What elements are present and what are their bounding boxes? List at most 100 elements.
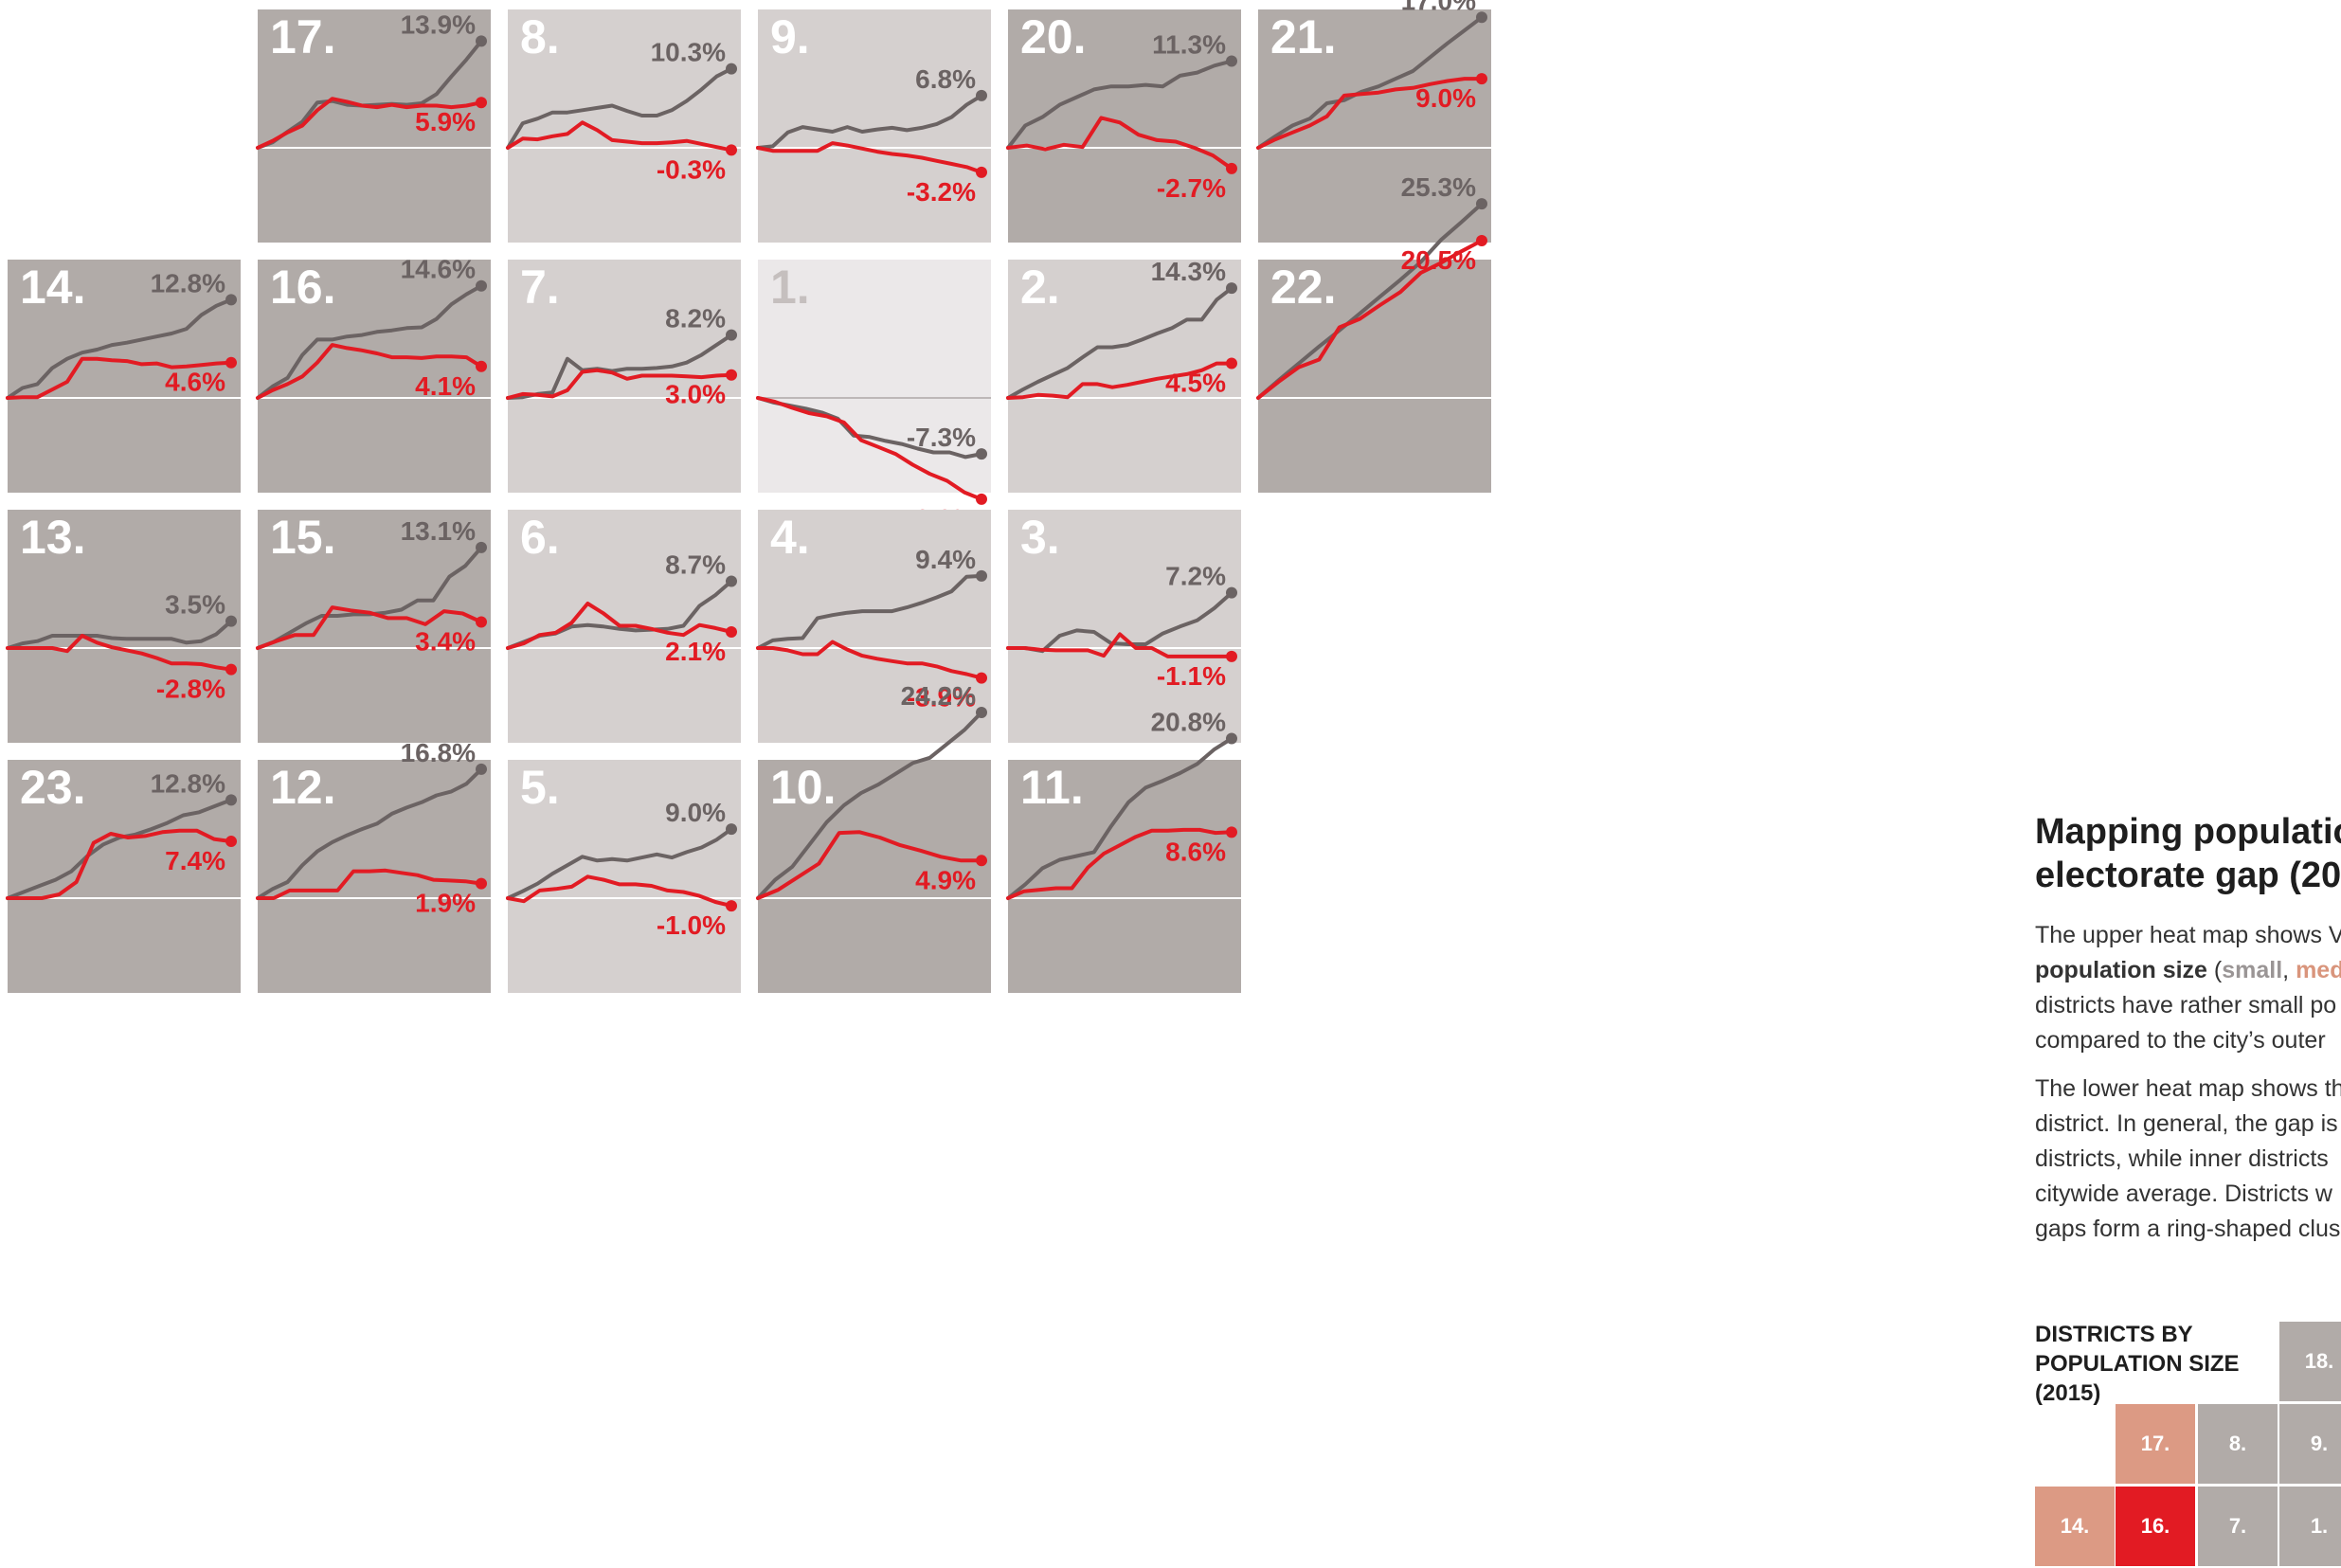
minimap-cell-label: 16. [2140, 1514, 2170, 1538]
total-population-end-label: 13.9% [401, 9, 476, 39]
electorate-line [506, 368, 733, 400]
legend-word-medium: med [2296, 957, 2341, 983]
total-population-end-label: 14.3% [1151, 257, 1226, 286]
district-tile-7: 7. 8.2% 3.0% [506, 260, 741, 493]
total-population-end-label: 10.3% [651, 38, 726, 67]
minimap-cell-label: 18. [2304, 1349, 2334, 1373]
total-population-end-label: 13.1% [401, 516, 476, 546]
electorate-line [256, 97, 483, 150]
electorate-end-dot [726, 900, 737, 912]
district-tile-12: 12. 16.8% 1.9% [256, 738, 491, 993]
electorate-line [756, 640, 983, 680]
total-population-line [756, 573, 983, 650]
electorate-line [6, 828, 233, 900]
total-population-end-label: 25.3% [1401, 172, 1476, 202]
electorate-line [6, 356, 233, 400]
total-population-end-dot [726, 329, 737, 341]
minimap-cell: 18. [2279, 1322, 2341, 1401]
legend-p2-line2: district. In general, the gap is [2035, 1110, 2338, 1137]
electorate-end-dot [976, 672, 987, 684]
total-population-end-label: 8.7% [665, 550, 726, 580]
district-number: 17. [270, 10, 336, 63]
tile-background [508, 9, 741, 243]
district-tile-22: 22. 25.3% 20.5% [1256, 172, 1491, 493]
electorate-end-dot [476, 877, 487, 890]
tile-background [8, 510, 241, 743]
total-population-end-dot [1476, 11, 1487, 24]
electorate-line [506, 874, 733, 909]
district-tile-16: 16. 14.6% 4.1% [256, 255, 491, 493]
district-number: 5. [520, 761, 560, 814]
district-tile-4: 4. 9.4% -3.9% [756, 510, 991, 743]
total-population-end-dot [225, 615, 237, 627]
electorate-end-dot [476, 360, 487, 372]
minimap-cell: 7. [2198, 1487, 2278, 1566]
district-tile-20: 20. 11.3% -2.7% [1006, 9, 1241, 243]
electorate-end-dot [1476, 234, 1487, 246]
district-number: 8. [520, 10, 560, 63]
electorate-end-label: -2.7% [1157, 173, 1226, 203]
district-number: 11. [1020, 761, 1084, 814]
electorate-line [756, 396, 983, 501]
electorate-end-label: -1.1% [1157, 661, 1226, 691]
district-number: 7. [520, 261, 560, 314]
total-population-line [1256, 15, 1484, 150]
total-population-end-label: 7.2% [1165, 562, 1226, 591]
district-tile-5: 5. 9.0% -1.0% [506, 760, 741, 993]
total-population-end-label: 11.3% [1152, 29, 1226, 59]
tile-background [758, 9, 991, 243]
electorate-end-dot [1226, 650, 1237, 662]
electorate-line [1006, 632, 1234, 658]
total-population-end-label: 14.6% [401, 255, 476, 284]
electorate-line [756, 141, 983, 174]
total-population-end-label: 12.8% [151, 268, 225, 297]
electorate-end-label: -0.3% [657, 154, 726, 184]
total-population-end-label: 6.8% [915, 64, 976, 94]
district-tile-9: 9. 6.8% -3.2% [756, 9, 991, 243]
electorate-end-label: -3.2% [907, 177, 976, 207]
district-number: 16. [270, 261, 336, 314]
district-tile-15: 15. 13.1% 3.4% [256, 510, 491, 743]
legend-title-line2: electorate gap (201 [2035, 856, 2341, 895]
electorate-end-label: 4.6% [165, 368, 225, 397]
electorate-end-dot [976, 166, 987, 178]
total-population-end-dot [976, 569, 987, 582]
legend-p2-line4: citywide average. Districts w [2035, 1181, 2332, 1207]
total-population-end-dot [726, 823, 737, 836]
district-tile-6: 6. 8.7% 2.1% [506, 510, 741, 743]
total-population-end-dot [476, 279, 487, 292]
electorate-end-label: 4.1% [415, 371, 476, 401]
total-population-end-dot [726, 575, 737, 587]
minimap-cell-label: 9. [2310, 1432, 2329, 1455]
legend-paragraph-1: The upper heat map shows V population si… [2035, 918, 2341, 1058]
district-number: 13. [20, 511, 86, 564]
minimap-title-line2: POPULATION SIZE [2035, 1351, 2240, 1377]
legend-p1-line1: The upper heat map shows V [2035, 922, 2341, 948]
minimap-cell-label: 14. [2060, 1514, 2090, 1538]
electorate-end-dot [476, 616, 487, 628]
total-population-end-dot [476, 763, 487, 775]
electorate-end-label: -1.0% [657, 910, 726, 940]
district-number: 6. [520, 511, 560, 564]
electorate-line [6, 634, 233, 672]
total-population-end-label: 8.2% [665, 304, 726, 333]
minimap-cell-label: 8. [2228, 1432, 2247, 1455]
total-population-line [6, 619, 233, 650]
district-number: 12. [270, 761, 336, 814]
legend-p2-line3: districts, while inner districts [2035, 1145, 2329, 1172]
electorate-line [506, 602, 733, 650]
total-population-end-label: 9.4% [915, 545, 976, 574]
district-number: 2. [1020, 261, 1060, 314]
electorate-line [1256, 77, 1484, 150]
legend-p1-line3: districts have rather small po [2035, 992, 2337, 1018]
minimap-cell-label: 1. [2310, 1514, 2329, 1538]
district-number: 4. [770, 511, 810, 564]
legend-title: Mapping populatio electorate gap (201 [2035, 810, 2341, 897]
district-tile-13: 13. 3.5% -2.8% [6, 510, 241, 743]
minimap-cell: 14. [2035, 1487, 2115, 1566]
tile-background [758, 510, 991, 743]
minimap-title-line1: DISTRICTS BY [2035, 1322, 2193, 1347]
total-population-end-label: 16.8% [401, 738, 476, 767]
